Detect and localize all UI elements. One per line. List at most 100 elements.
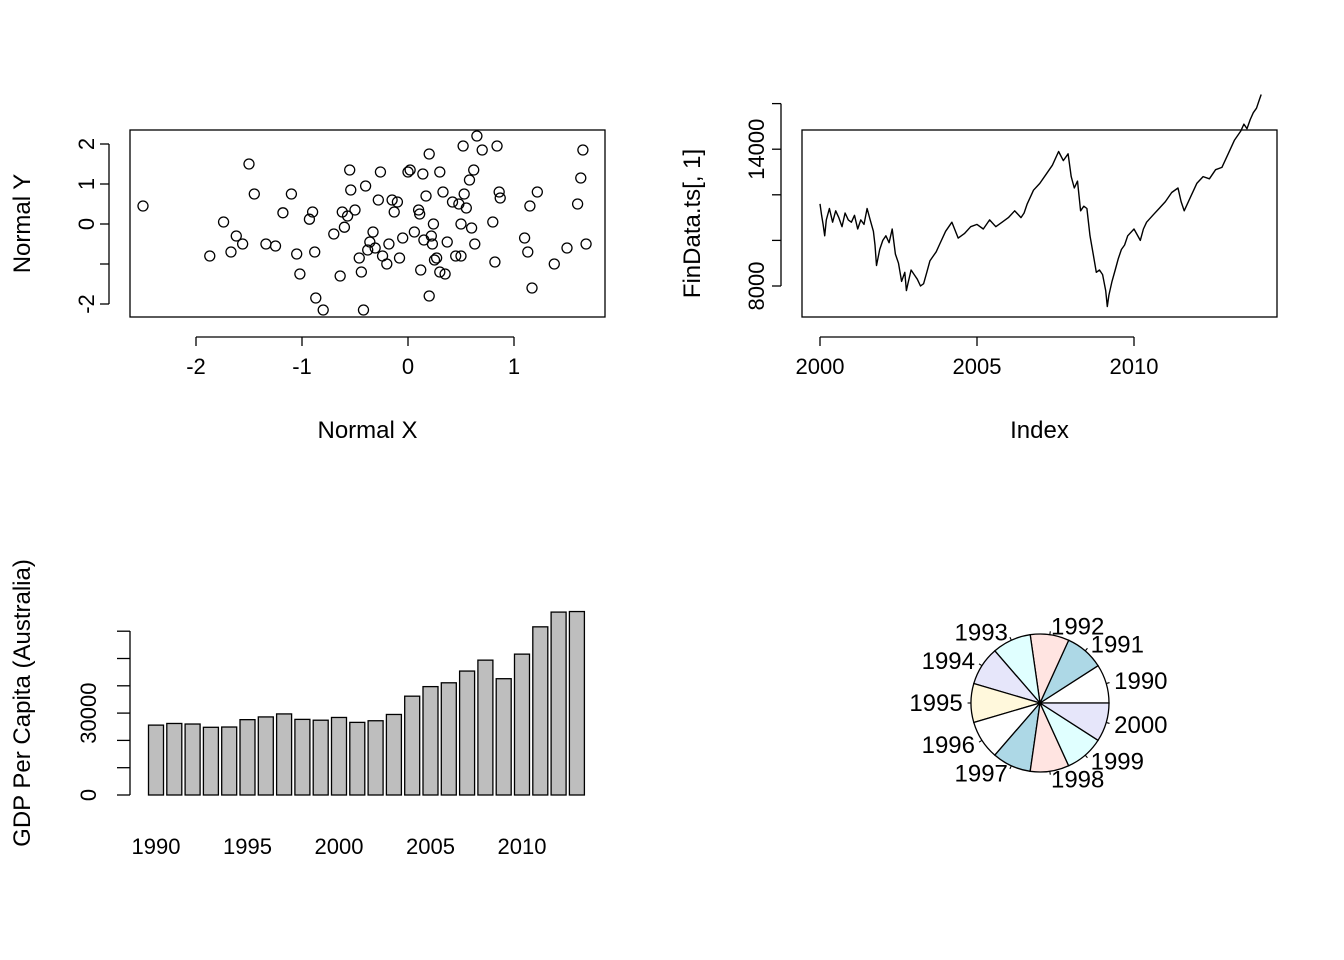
scatter-point [437,186,449,198]
y-axis-title: GDP Per Capita (Australia) [9,559,36,847]
scatter-point [468,164,480,176]
pie-label: 1998 [1051,766,1104,793]
x-tick-label: 2005 [953,354,1002,379]
x-tick-label: 2010 [498,834,547,859]
bar [294,718,311,796]
bar [275,713,293,796]
scatter-point [397,232,409,244]
scatter-point [402,166,414,178]
scatter-point [204,250,216,262]
bar [495,678,512,796]
x-tick-label: 2005 [406,834,455,859]
bar [239,719,256,796]
scatter-point [522,246,534,258]
scatter-point [430,252,443,264]
scatter-point [248,188,260,200]
scatter-point [428,254,441,266]
scatter-point [575,172,587,184]
scatter-point [491,140,503,152]
pie-label: 1992 [1051,614,1104,641]
scatter-point [434,166,446,178]
scatter-point [344,164,356,176]
scatter-panel: -2 -1 0 1 -2 0 1 2 Normal X Normal Y [9,129,606,444]
bar [257,716,274,796]
scatter-point [463,174,476,186]
y-tick-label: 0 [76,789,101,801]
y-tick-label: 30000 [76,683,101,744]
scatter-point [446,196,459,208]
scatter-point [465,222,478,234]
pie-label-tick [1084,754,1088,759]
scatter-point [260,238,272,250]
scatter-point [353,252,365,264]
scatter-point [359,180,372,192]
scatter-point [317,304,329,316]
bar [385,713,403,796]
scatter-point [277,207,289,219]
scatter-point [423,148,435,160]
scatter-point [341,210,354,222]
scatter-frame [129,129,606,318]
scatter-point [236,238,249,250]
pie-label: 1993 [955,620,1008,647]
scatter-point [388,206,400,218]
pie-label-tick [978,663,983,667]
scatter-point [404,164,416,176]
scatter-point [518,232,531,244]
bar [312,719,329,796]
scatter-point [487,216,499,228]
x-tick-label: 1990 [132,834,181,859]
pie-label-tick [1106,682,1110,685]
scatter-point [423,290,435,302]
pie-label-tick [978,739,983,743]
scatter-point [338,221,351,233]
bar [513,653,531,796]
scatter-point [427,218,440,230]
y-axis-title: Normal Y [9,174,36,274]
bar [532,626,549,796]
scatter-point [306,206,319,218]
scatter-point [420,190,432,202]
pie-label: 2000 [1114,712,1167,739]
scatter-point [408,226,421,238]
scatter-point [345,184,357,196]
bar [477,659,494,796]
scatter-point [303,213,316,225]
scatter-point [310,292,322,304]
scatter-point [355,266,368,278]
y-tick-label: 8000 [744,262,769,311]
scatter-point [580,238,592,250]
scatter-point [460,202,472,214]
x-tick-label: 2000 [796,354,845,379]
x-tick-label: 0 [402,354,414,379]
y-tick-label: 2 [74,138,99,150]
scatter-point [548,258,560,270]
scatter-point [577,144,589,156]
scatter-point [531,186,543,198]
bar [147,724,165,796]
x-tick-label: 1 [508,354,520,379]
scatter-point [334,270,346,282]
scatter-point [494,192,506,204]
scatter-point [458,188,470,200]
scatter-point [383,238,395,250]
scatter-point [441,236,453,248]
scatter-point [285,188,298,200]
scatter-point [561,242,573,254]
scatter-point [471,130,483,142]
scatter-point [417,168,429,180]
pie-label: 1994 [922,648,975,675]
scatter-point [493,186,505,198]
scatter-point [328,228,340,240]
bar [184,723,201,796]
scatter-point [372,194,384,206]
bar [568,610,586,796]
y-tick-label: 1 [74,178,99,190]
scatter-point [455,250,467,262]
scatter-point [367,226,379,238]
pie-label: 1990 [1114,668,1167,695]
scatter-point [243,158,255,170]
x-axis-title: Index [1010,417,1069,444]
x-tick-label: 2000 [315,834,364,859]
